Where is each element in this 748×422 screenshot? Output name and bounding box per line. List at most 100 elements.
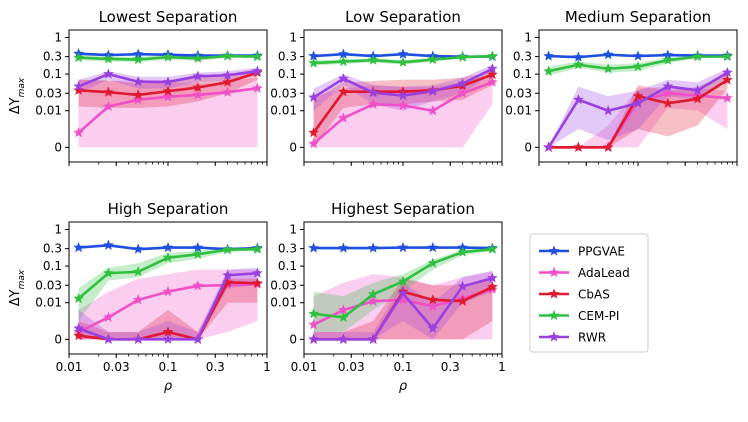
marker-rwr xyxy=(222,69,234,80)
marker-cem-pi xyxy=(367,54,379,65)
y-tick-label: 0.03 xyxy=(35,86,62,100)
x-axis-label: ρ xyxy=(399,379,408,394)
marker-rwr xyxy=(73,322,85,334)
panel-title: Highest Separation xyxy=(331,200,475,218)
marker-cem-pi xyxy=(192,52,204,63)
x-tick-label: 1 xyxy=(263,360,271,374)
y-tick-label: 0.01 xyxy=(35,104,62,118)
y-tick-label: 0.3 xyxy=(278,242,297,256)
marker-cem-pi xyxy=(337,55,349,67)
marker-rwr xyxy=(662,80,674,92)
y-axis-label: ΔYmax xyxy=(8,77,27,114)
marker-rwr xyxy=(337,333,349,345)
marker-rwr xyxy=(692,84,704,96)
marker-rwr xyxy=(427,85,439,96)
legend-entry-rwr: RWR xyxy=(539,331,606,345)
panel-4: High Separation 0 0.01 0.03 0.1 0.3 1 0.01 0.03 0… xyxy=(8,200,271,394)
band-adalead xyxy=(78,269,258,340)
marker-rwr xyxy=(251,267,263,278)
marker-ppgvae xyxy=(162,241,174,253)
marker-cbas xyxy=(721,74,733,85)
y-tick-label: 0.01 xyxy=(505,104,532,118)
marker-rwr xyxy=(251,65,263,76)
marker-rwr xyxy=(486,272,498,283)
x-tick-label: 0.1 xyxy=(393,360,412,374)
y-tick-label: 0.1 xyxy=(513,67,532,81)
x-tick-label: 0.1 xyxy=(158,360,177,374)
marker-rwr xyxy=(457,77,469,89)
y-tick-label: 1 xyxy=(54,30,62,44)
y-tick-label: 0 xyxy=(54,332,62,346)
marker-cbas xyxy=(486,68,498,80)
marker-rwr xyxy=(427,322,439,334)
marker-rwr xyxy=(308,91,320,103)
legend-label: AdaLead xyxy=(578,266,630,280)
marker-cem-pi xyxy=(162,251,174,263)
marker-rwr xyxy=(572,93,584,105)
marker-adalead xyxy=(367,295,379,306)
marker-cem-pi xyxy=(367,288,379,299)
marker-ppgvae xyxy=(102,239,114,250)
marker-cem-pi xyxy=(251,50,263,62)
marker-rwr xyxy=(102,68,114,79)
marker-cbas xyxy=(251,277,263,288)
plot-area xyxy=(308,241,498,345)
y-tick-label: 0 xyxy=(289,332,297,346)
marker-ppgvae xyxy=(132,243,144,254)
marker-rwr xyxy=(457,280,469,292)
marker-adalead xyxy=(337,112,349,123)
legend-label: RWR xyxy=(578,331,606,345)
marker-ppgvae xyxy=(337,242,349,253)
marker-cbas xyxy=(572,141,584,153)
y-tick-label: 1 xyxy=(289,30,297,44)
marker-adalead xyxy=(102,100,114,112)
legend-marker xyxy=(548,266,560,278)
y-tick-label: 1 xyxy=(54,222,62,236)
marker-cem-pi xyxy=(721,50,733,62)
marker-adalead xyxy=(308,137,320,149)
marker-cem-pi xyxy=(162,51,174,62)
legend-marker xyxy=(548,331,560,342)
marker-cbas xyxy=(308,126,320,138)
marker-cem-pi xyxy=(337,311,349,323)
panel-title: High Separation xyxy=(108,200,229,218)
marker-cem-pi xyxy=(457,51,469,62)
marker-adalead xyxy=(222,86,234,97)
band-cbas xyxy=(313,71,493,148)
marker-cem-pi xyxy=(222,243,234,255)
marker-cbas xyxy=(73,329,85,341)
marker-rwr xyxy=(308,333,320,345)
marker-adalead xyxy=(162,285,174,297)
legend-marker xyxy=(548,288,560,299)
band-adalead xyxy=(313,271,493,340)
legend-marker xyxy=(548,309,560,321)
y-tick-label: 0.1 xyxy=(278,259,297,273)
x-axis-label: ρ xyxy=(164,379,173,394)
panel-2: Low Separation 0 0.01 0.03 0.1 0.3 1 xyxy=(270,8,503,166)
marker-cem-pi xyxy=(572,58,584,70)
legend-label: CEM-PI xyxy=(578,309,619,323)
marker-adalead xyxy=(662,87,674,98)
y-tick-label: 0 xyxy=(54,140,62,154)
marker-ppgvae xyxy=(602,48,614,60)
marker-adalead xyxy=(132,93,144,105)
legend-label: CbAS xyxy=(578,288,610,302)
marker-adalead xyxy=(192,280,204,291)
marker-cem-pi xyxy=(102,267,114,278)
marker-adalead xyxy=(367,98,379,109)
marker-adalead xyxy=(397,99,409,111)
legend: PPGVAE AdaLead CbAS CEM-PI RWR xyxy=(529,233,649,353)
marker-cem-pi xyxy=(692,50,704,62)
marker-adalead xyxy=(427,300,439,312)
marker-cem-pi xyxy=(102,53,114,64)
marker-rwr xyxy=(222,269,234,280)
marker-cbas xyxy=(162,85,174,96)
x-tick-label: 0.3 xyxy=(441,360,460,374)
marker-rwr xyxy=(132,75,144,87)
marker-cem-pi xyxy=(308,57,320,68)
marker-adalead xyxy=(192,89,204,100)
marker-ppgvae xyxy=(367,242,379,253)
y-tick-label: 0.3 xyxy=(43,242,62,256)
marker-ppgvae xyxy=(308,242,320,253)
